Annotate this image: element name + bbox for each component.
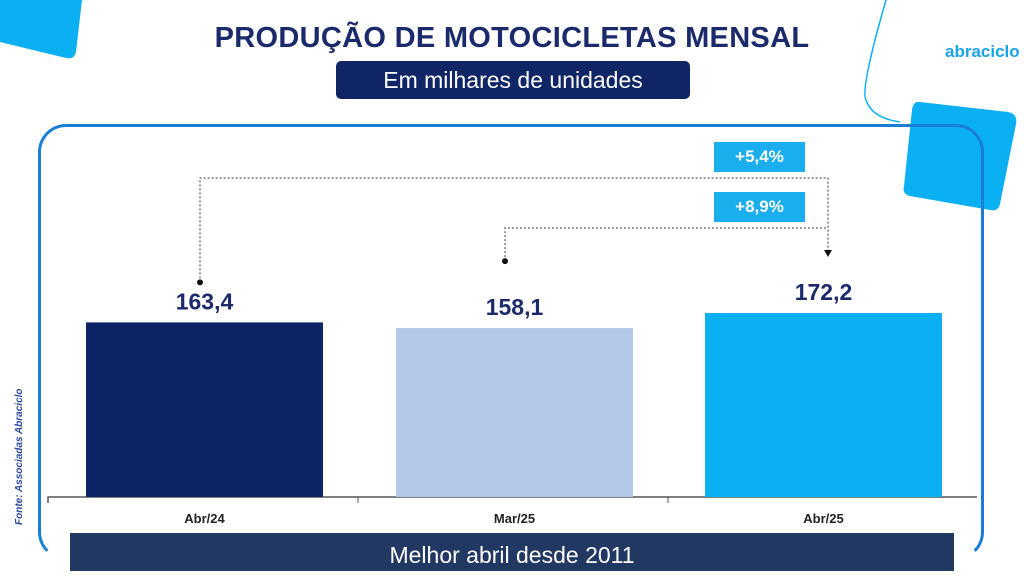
abraciclo-logo: abraciclo [945, 42, 1020, 62]
annotation-label-1: +8,9% [714, 192, 805, 222]
bar-Mar/25 [396, 328, 633, 497]
arrow-head [824, 250, 832, 257]
corner-shape-top-left [0, 0, 82, 59]
bar-Abr/25 [705, 313, 942, 497]
data-label: 163,4 [176, 288, 234, 314]
x-tick-label: Abr/24 [184, 511, 225, 526]
annotation-connector-0 [199, 177, 829, 283]
x-tick-label: Abr/25 [803, 511, 843, 526]
source-note: Fonte: Associadas Abraciclo [14, 388, 25, 525]
annotation-connector-1 [504, 227, 828, 262]
chart-frame [38, 124, 984, 560]
chart-subtitle: Em milhares de unidades [336, 61, 690, 99]
annotation-dot [197, 279, 203, 286]
data-label: 158,1 [486, 294, 544, 320]
data-label: 172,2 [795, 279, 853, 305]
x-axis [47, 496, 977, 503]
chart-title: PRODUÇÃO DE MOTOCICLETAS MENSAL [214, 22, 810, 54]
bar-Abr/24 [86, 322, 323, 497]
x-tick-label: Mar/25 [494, 511, 535, 526]
annotation-label-0: +5,4% [714, 142, 805, 172]
curve-line-right [864, 0, 901, 123]
footer-banner: Melhor abril desde 2011 [70, 533, 954, 571]
corner-shape-right [903, 101, 1017, 211]
annotation-dot [502, 258, 508, 265]
logo-text: abraciclo [945, 42, 1020, 61]
